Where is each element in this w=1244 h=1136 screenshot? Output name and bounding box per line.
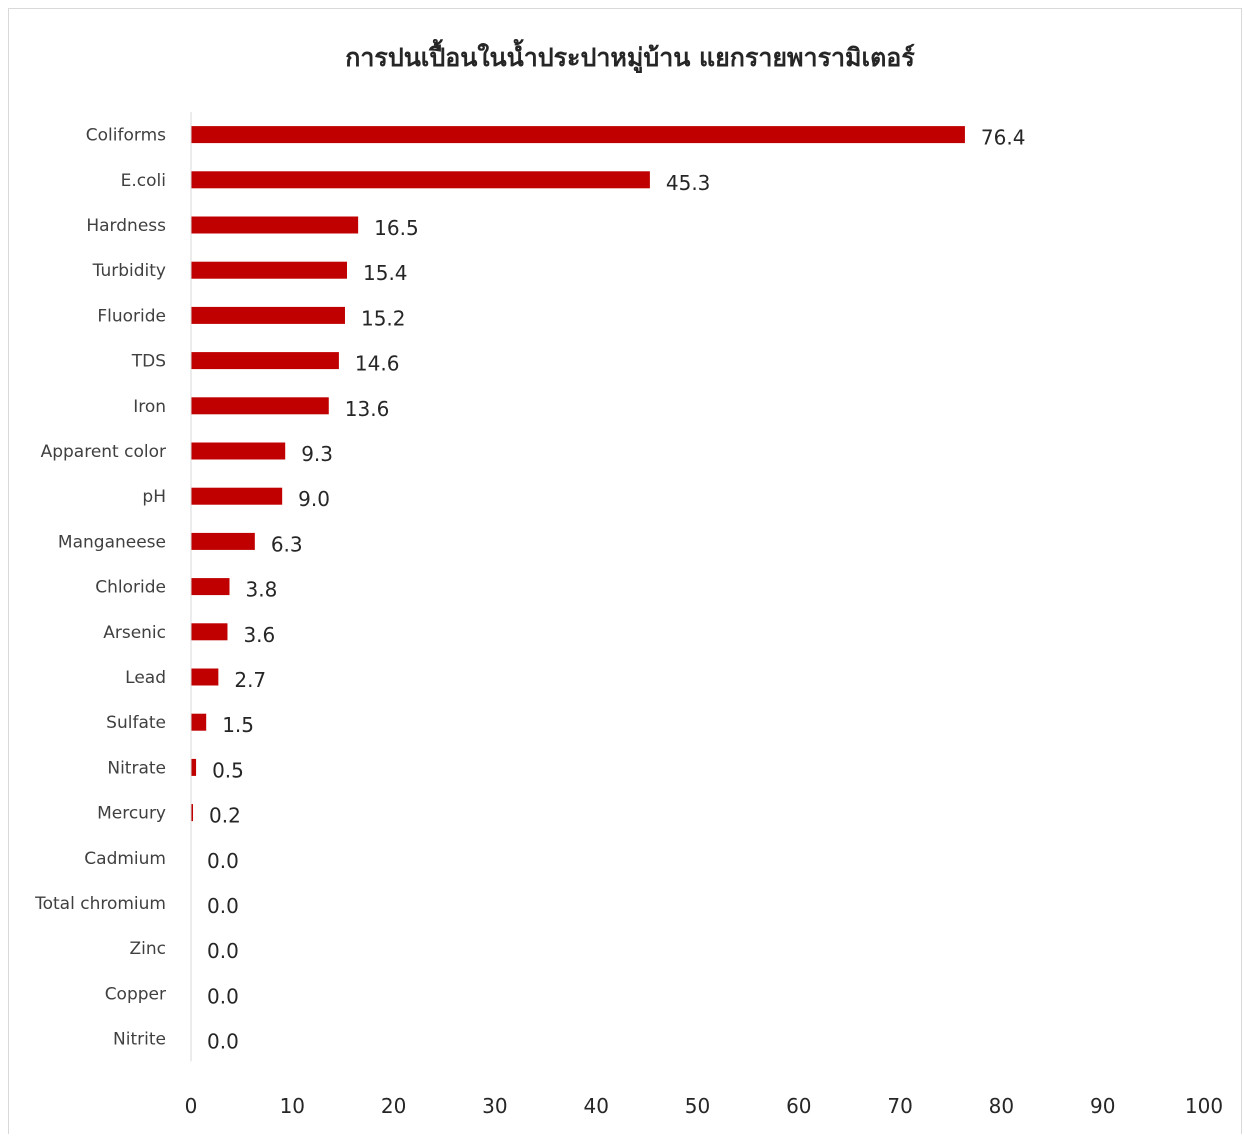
data-label: 0.0 [207,849,239,873]
data-label: 14.6 [355,352,400,376]
data-label: 16.5 [374,216,419,240]
bar [191,578,230,596]
category-label: Coliforms [86,126,166,146]
x-tick-label: 70 [887,1094,912,1118]
category-label: TDS [131,352,166,372]
data-label: 15.4 [363,261,408,285]
category-label: Zinc [130,939,167,959]
bar [191,804,194,822]
x-tick-label: 60 [786,1094,811,1118]
value-labels: 76.4 45.3 16.5 15.4 15.2 14.6 13.6 9.3 9.0 6.3 3.8… [207,126,1025,1054]
data-label: 0.0 [207,939,239,963]
category-label: Hardness [86,216,166,236]
data-label: 9.3 [301,442,333,466]
x-tick-label: 10 [280,1094,305,1118]
x-tick-label: 100 [1185,1094,1223,1118]
data-label: 9.0 [298,487,330,511]
bar [191,171,650,189]
category-label: Mercury [97,804,166,824]
bar [191,216,359,234]
bar [191,261,348,279]
data-label: 15.2 [361,306,406,330]
x-tick-label: 20 [381,1094,406,1118]
bar [191,442,286,460]
data-label: 3.6 [243,623,275,647]
category-label: Turbidity [92,261,166,281]
bar [191,668,219,686]
category-label: Lead [125,668,166,688]
data-label: 76.4 [981,126,1026,150]
x-axis-ticks: 0 10 20 30 40 50 60 70 80 90 100 [185,1094,1223,1118]
data-label: 3.8 [245,578,277,602]
data-label: 45.3 [666,171,711,195]
chart-frame [8,8,1242,1134]
data-label: 0.0 [207,894,239,918]
category-label: Nitrate [107,758,166,778]
data-label: 0.2 [209,804,241,828]
category-label: Chloride [95,578,166,598]
bar [191,397,329,415]
data-label: 6.3 [271,532,303,556]
category-label: Cadmium [84,849,166,869]
bar [191,306,345,324]
category-labels: Coliforms E.coli Hardness Turbidity Fluoride… [34,126,166,1050]
x-tick-label: 50 [685,1094,710,1118]
bar [191,623,228,641]
x-tick-label: 30 [482,1094,507,1118]
data-label: 0.0 [207,984,239,1008]
category-label: Arsenic [103,623,166,643]
x-tick-label: 80 [989,1094,1014,1118]
data-label: 13.6 [345,397,390,421]
category-label: pH [142,487,166,507]
category-label: Nitrite [113,1030,166,1050]
category-label: Fluoride [97,306,166,326]
category-label: Manganeese [58,532,166,552]
data-label: 0.5 [212,758,244,782]
bar [191,126,965,144]
bar [191,352,339,370]
category-label: Sulfate [106,713,166,733]
bar [191,713,207,731]
category-label: Iron [133,397,166,417]
category-label: Total chromium [34,894,166,914]
category-label: Copper [105,984,166,1004]
data-label: 0.0 [207,1030,239,1054]
x-tick-label: 40 [583,1094,608,1118]
category-label: Apparent color [41,442,166,462]
x-tick-label: 90 [1090,1094,1115,1118]
bar [191,532,255,550]
bar [191,758,197,776]
data-label: 2.7 [234,668,266,692]
chart-title: การปนเปื้อนในน้ำประปาหมู่บ้าน แยกรายพารา… [345,43,915,72]
category-label: E.coli [121,171,166,191]
bar [191,487,283,505]
bars [191,126,965,822]
x-tick-label: 0 [185,1094,198,1118]
data-label: 1.5 [222,713,254,737]
